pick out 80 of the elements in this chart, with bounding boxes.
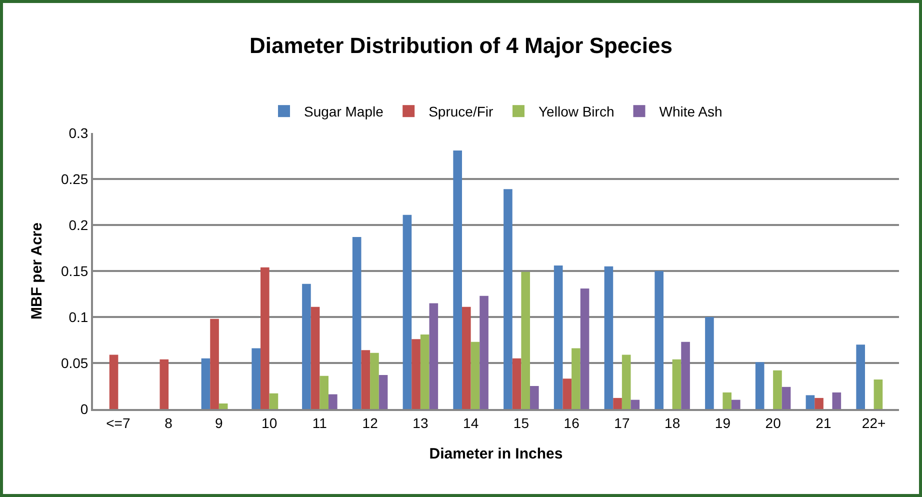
bar xyxy=(218,403,228,409)
legend-label: Sugar Maple xyxy=(304,104,384,120)
bar xyxy=(562,378,572,409)
x-tick-label: 14 xyxy=(463,414,479,431)
bar xyxy=(874,380,883,409)
x-tick-label: 12 xyxy=(362,414,378,431)
bar xyxy=(402,214,412,409)
bar xyxy=(654,271,664,409)
bar xyxy=(832,392,842,409)
bar xyxy=(378,374,388,409)
x-tick-label: 18 xyxy=(664,414,680,431)
legend-label: Yellow Birch xyxy=(538,104,614,120)
x-tick-label: <=7 xyxy=(106,414,130,431)
bar xyxy=(352,236,362,409)
bar xyxy=(453,150,462,409)
x-tick-label: 16 xyxy=(564,414,580,431)
bar xyxy=(109,354,118,409)
bar xyxy=(732,400,740,409)
x-tick-label: 9 xyxy=(215,414,224,431)
x-tick-label: 19 xyxy=(714,414,731,431)
bar xyxy=(260,267,270,409)
x-tick-label: 22+ xyxy=(862,414,886,431)
bar xyxy=(429,303,438,409)
bar xyxy=(530,386,539,409)
bar xyxy=(773,370,782,409)
bar xyxy=(462,306,471,409)
x-tick-label: 11 xyxy=(312,414,328,431)
bar xyxy=(630,400,640,409)
bar xyxy=(160,359,169,409)
bar xyxy=(480,296,488,409)
bar xyxy=(705,317,714,409)
bar xyxy=(622,354,631,409)
legend-label: White Ash xyxy=(659,104,722,120)
bar xyxy=(420,334,430,409)
x-tick-label: 15 xyxy=(513,414,530,431)
y-tick-label: 0.2 xyxy=(68,216,88,233)
x-tick-label: 20 xyxy=(765,414,782,431)
x-axis-title: Diameter in Inches xyxy=(429,445,563,462)
bar xyxy=(521,272,530,409)
x-tick-label: 13 xyxy=(412,414,428,431)
bar xyxy=(252,348,260,409)
bar xyxy=(572,348,580,409)
bar xyxy=(201,358,210,409)
y-tick-label: 0.25 xyxy=(60,170,88,187)
bar xyxy=(681,342,690,409)
bar xyxy=(302,284,311,409)
bar xyxy=(328,394,338,409)
bar xyxy=(554,265,563,409)
x-tick-label: 10 xyxy=(262,414,278,431)
y-tick-label: 0.05 xyxy=(60,354,88,371)
x-tick-label: 21 xyxy=(816,414,832,431)
bar xyxy=(806,395,815,409)
bar xyxy=(412,339,420,409)
y-axis-title: MBF per Acre xyxy=(28,222,46,320)
y-tick-label: 0 xyxy=(80,400,88,417)
bar xyxy=(782,386,791,409)
bar xyxy=(310,306,320,409)
bar xyxy=(504,189,512,409)
bar xyxy=(755,362,764,409)
bar xyxy=(856,344,865,409)
x-tick-label: 8 xyxy=(164,414,173,431)
bar xyxy=(672,359,682,409)
chart-title: Diameter Distribution of 4 Major Species xyxy=(250,32,672,58)
bar xyxy=(580,288,590,409)
bar xyxy=(613,398,622,409)
bar xyxy=(269,393,278,409)
x-tick-label: 17 xyxy=(614,414,630,431)
bar xyxy=(361,350,370,409)
y-tick-label: 0.3 xyxy=(68,124,88,141)
bar xyxy=(722,392,732,409)
bar xyxy=(320,376,328,409)
bar xyxy=(512,358,522,409)
y-tick-label: 0.15 xyxy=(60,262,88,279)
bar xyxy=(814,398,824,409)
bar xyxy=(370,352,379,409)
bar xyxy=(210,318,219,409)
y-tick-label: 0.1 xyxy=(68,308,88,325)
legend-label: Spruce/Fir xyxy=(428,104,494,120)
bar xyxy=(470,342,480,409)
bar xyxy=(604,266,614,409)
